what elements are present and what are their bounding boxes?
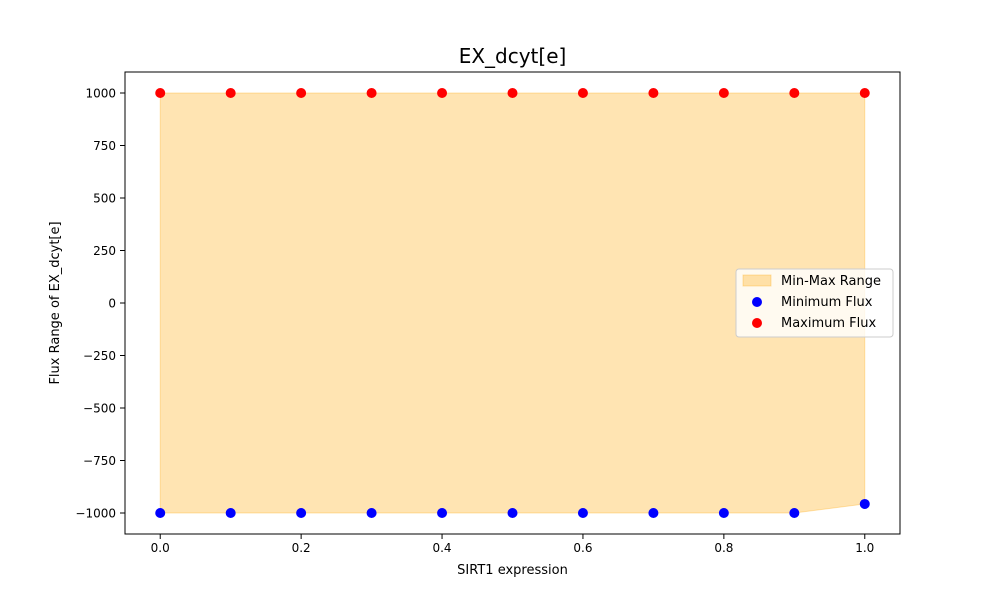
point-minimum-flux bbox=[437, 508, 448, 518]
y-tick-label: −1000 bbox=[75, 507, 116, 521]
point-minimum-flux bbox=[155, 508, 166, 518]
chart-title: EX_dcyt[e] bbox=[459, 44, 567, 68]
legend-swatch-min-max-range bbox=[742, 274, 772, 287]
point-maximum-flux bbox=[225, 88, 236, 98]
y-axis-label: Flux Range of EX_dcyt[e] bbox=[48, 221, 63, 384]
x-tick-label: 0.4 bbox=[432, 541, 451, 555]
point-maximum-flux bbox=[648, 88, 659, 98]
point-minimum-flux bbox=[577, 508, 588, 518]
legend-label-minimum-flux: Minimum Flux bbox=[781, 295, 873, 310]
point-minimum-flux bbox=[507, 508, 518, 518]
point-maximum-flux bbox=[155, 88, 166, 98]
y-tick-label: −750 bbox=[83, 454, 116, 468]
legend: Min-Max Range Minimum Flux Maximum Flux bbox=[735, 268, 894, 338]
y-tick-label: 500 bbox=[93, 192, 116, 206]
y-tick-label: −500 bbox=[83, 402, 116, 416]
y-tick-label: 1000 bbox=[85, 87, 116, 101]
x-tick-label: 0.0 bbox=[151, 541, 170, 555]
point-maximum-flux bbox=[366, 88, 377, 98]
point-minimum-flux bbox=[859, 498, 870, 509]
y-axis-ticks: 1000 750 500 250 0 −250 −500 −750 −1000 bbox=[75, 87, 125, 521]
point-minimum-flux bbox=[718, 508, 729, 518]
point-maximum-flux bbox=[577, 88, 588, 98]
point-minimum-flux bbox=[648, 508, 659, 518]
x-tick-label: 1.0 bbox=[855, 541, 874, 555]
point-minimum-flux bbox=[296, 508, 307, 518]
x-axis-label: SIRT1 expression bbox=[457, 563, 568, 578]
x-tick-label: 0.6 bbox=[573, 541, 592, 555]
points-layer bbox=[155, 88, 870, 518]
point-maximum-flux bbox=[507, 88, 518, 98]
point-maximum-flux bbox=[296, 88, 307, 98]
legend-label-min-max-range: Min-Max Range bbox=[781, 274, 881, 289]
y-tick-label: 750 bbox=[93, 139, 116, 153]
point-minimum-flux bbox=[225, 508, 236, 518]
point-maximum-flux bbox=[718, 88, 729, 98]
legend-label-maximum-flux: Maximum Flux bbox=[781, 316, 877, 331]
x-tick-label: 0.8 bbox=[714, 541, 733, 555]
point-maximum-flux bbox=[789, 88, 800, 98]
legend-box bbox=[735, 268, 894, 338]
point-maximum-flux bbox=[859, 88, 870, 98]
legend-marker-minimum-flux bbox=[752, 297, 762, 307]
y-tick-label: 250 bbox=[93, 244, 116, 258]
x-tick-label: 0.2 bbox=[292, 541, 311, 555]
legend-marker-maximum-flux bbox=[752, 318, 762, 328]
point-minimum-flux bbox=[366, 508, 377, 518]
x-axis-ticks: 0.0 0.2 0.4 0.6 0.8 1.0 bbox=[151, 534, 874, 555]
point-maximum-flux bbox=[437, 88, 448, 98]
y-tick-label: 0 bbox=[108, 297, 116, 311]
y-tick-label: −250 bbox=[83, 349, 116, 363]
point-minimum-flux bbox=[789, 508, 800, 518]
